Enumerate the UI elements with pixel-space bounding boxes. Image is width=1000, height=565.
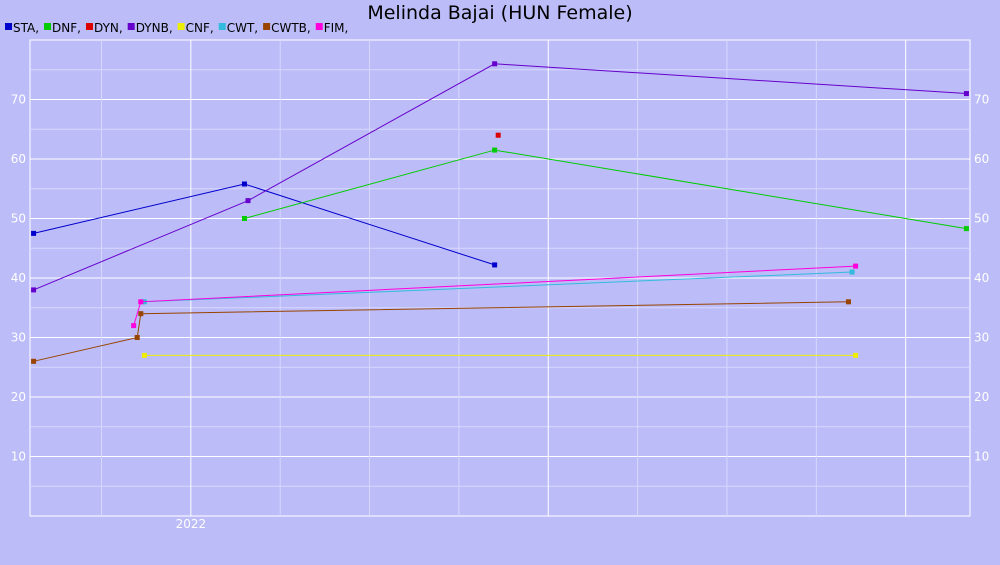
data-point-cnf [853, 352, 859, 358]
legend-swatch-fim [315, 23, 323, 30]
data-point-fim [131, 323, 137, 329]
data-point-cwtb [845, 299, 851, 305]
legend-label-dyn: DYN, [94, 21, 123, 35]
series-sta [31, 181, 498, 268]
y-tick-label-left: 70 [11, 93, 26, 107]
legend-swatch-cwtb [263, 23, 271, 30]
y-tick-label-left: 50 [11, 212, 26, 226]
data-point-dynb [492, 61, 498, 67]
series-dyn [495, 132, 501, 138]
legend-swatch-cwt [218, 23, 226, 30]
legend-swatch-sta [5, 23, 12, 30]
x-tick-label: 2022 [176, 517, 207, 531]
legend-swatch-dynb [127, 23, 135, 30]
series-line-sta [33, 183, 495, 266]
series-cnf [141, 352, 859, 358]
legend-label-dnf: DNF, [52, 21, 81, 35]
y-tick-label-right: 30 [974, 331, 989, 345]
legend-label-cnf: CNF, [186, 21, 214, 35]
data-point-fim [853, 263, 859, 269]
y-tick-label-right: 10 [974, 450, 989, 464]
series-fim [131, 263, 859, 329]
series-cwtb [31, 299, 851, 364]
data-point-dyn [495, 132, 501, 138]
legend-swatch-cnf [177, 23, 185, 30]
x-axis: 2022 [176, 517, 207, 531]
y-tick-label-right: 50 [974, 212, 989, 226]
y-tick-label-left: 60 [11, 152, 26, 166]
legend-label-sta: STA, [13, 21, 39, 35]
data-point-sta [31, 230, 37, 236]
series-line-dynb [33, 63, 967, 291]
grid [30, 40, 970, 516]
legend-swatch-dyn [85, 23, 93, 30]
series-dnf [241, 147, 969, 232]
series-dynb [31, 61, 969, 293]
y-tick-label-right: 60 [974, 152, 989, 166]
series-line-cwtb [33, 301, 849, 362]
data-point-dnf [963, 226, 969, 232]
chart-title: Melinda Bajai (HUN Female) [367, 2, 632, 24]
data-point-dynb [245, 198, 251, 204]
data-point-cwt [849, 269, 855, 275]
data-point-dynb [31, 287, 37, 293]
data-point-cnf [141, 352, 147, 358]
y-axis-left: 10 20 30 40 50 60 70 [11, 93, 26, 464]
legend-label-dynb: DYNB, [136, 21, 173, 35]
legend-label-cwt: CWT, [227, 21, 258, 35]
y-tick-label-left: 20 [11, 390, 26, 404]
data-point-sta [492, 262, 498, 268]
y-tick-label-right: 70 [974, 93, 989, 107]
data-point-fim [138, 299, 144, 305]
data-point-cwtb [138, 311, 144, 317]
y-tick-label-left: 40 [11, 271, 26, 285]
y-axis-right: 10 20 30 40 50 60 70 [974, 93, 989, 464]
data-point-dnf [492, 147, 498, 153]
data-point-sta [241, 181, 247, 187]
series-layer [31, 61, 969, 364]
legend-label-fim: FIM, [324, 21, 349, 35]
y-tick-label-left: 30 [11, 331, 26, 345]
y-tick-label-right: 20 [974, 390, 989, 404]
legend: STA, DNF, DYN, DYNB, CNF, CWT, CWTB, FIM, [5, 21, 348, 35]
series-line-dnf [244, 149, 967, 230]
data-point-dnf [241, 216, 247, 221]
data-point-cwtb [134, 335, 140, 340]
data-point-cwtb [31, 358, 37, 364]
y-tick-label-left: 10 [11, 450, 26, 464]
series-line-fim [133, 265, 856, 326]
legend-swatch-dnf [44, 23, 52, 30]
series-line-cwt [144, 271, 853, 303]
legend-label-cwtb: CWTB, [271, 21, 311, 35]
data-point-dynb [963, 91, 969, 97]
series-cwt [141, 269, 855, 305]
y-tick-label-right: 40 [974, 271, 989, 285]
